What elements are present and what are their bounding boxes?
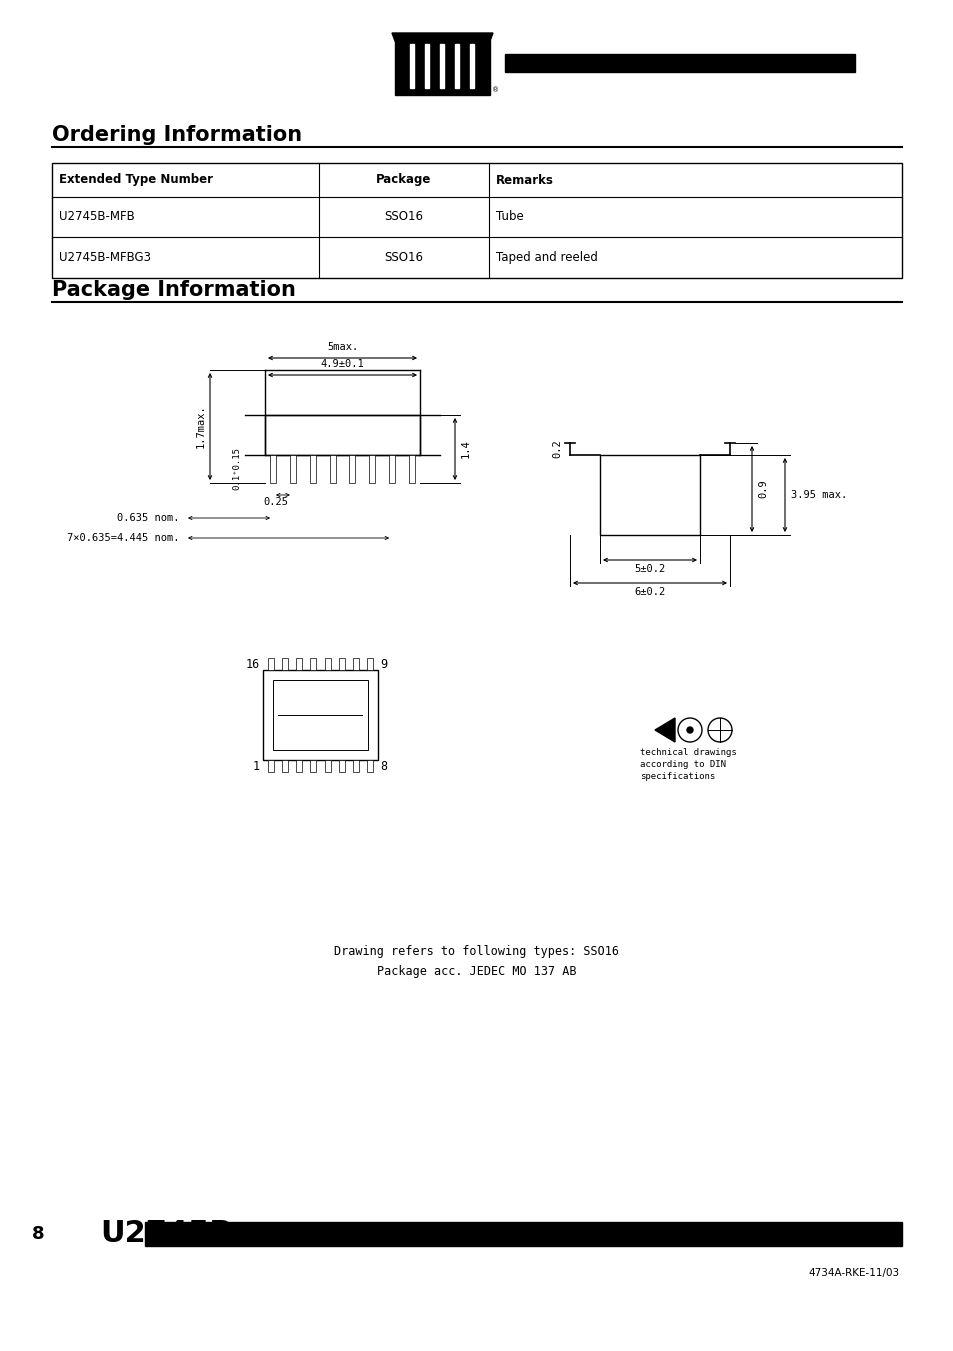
Text: 0.9: 0.9 bbox=[758, 480, 767, 499]
Text: SSO16: SSO16 bbox=[384, 211, 423, 223]
Bar bbox=[324, 658, 331, 670]
Bar bbox=[282, 658, 288, 670]
Bar bbox=[504, 54, 854, 72]
Text: 5max.: 5max. bbox=[327, 342, 357, 353]
Bar bbox=[329, 455, 335, 484]
Polygon shape bbox=[392, 32, 493, 41]
Bar bbox=[410, 45, 414, 88]
Text: 7×0.635=4.445 nom.: 7×0.635=4.445 nom. bbox=[68, 534, 180, 543]
Bar bbox=[353, 658, 358, 670]
Bar bbox=[599, 455, 700, 535]
Bar bbox=[395, 88, 490, 95]
Text: 1.4: 1.4 bbox=[460, 439, 471, 458]
Text: U2745B-MFBG3: U2745B-MFBG3 bbox=[59, 251, 151, 263]
Bar bbox=[353, 761, 358, 771]
Bar bbox=[409, 455, 415, 484]
Bar bbox=[310, 455, 315, 484]
Bar bbox=[424, 45, 429, 88]
Text: Package acc. JEDEC MO 137 AB: Package acc. JEDEC MO 137 AB bbox=[376, 965, 577, 978]
Text: 0.635 nom.: 0.635 nom. bbox=[117, 513, 180, 523]
Bar bbox=[338, 761, 344, 771]
Text: Package: Package bbox=[375, 173, 432, 186]
Text: 0.2: 0.2 bbox=[552, 439, 561, 458]
Bar bbox=[324, 761, 331, 771]
Bar bbox=[389, 455, 395, 484]
Bar bbox=[268, 658, 274, 670]
Text: Ordering Information: Ordering Information bbox=[52, 126, 302, 145]
Text: Extended Type Number: Extended Type Number bbox=[59, 173, 213, 186]
Text: Remarks: Remarks bbox=[496, 173, 554, 186]
Text: 8: 8 bbox=[32, 1225, 45, 1243]
Bar bbox=[338, 658, 344, 670]
Bar bbox=[273, 680, 368, 750]
Bar bbox=[290, 455, 295, 484]
Text: Package Information: Package Information bbox=[52, 280, 295, 300]
Text: U2745B-MFB: U2745B-MFB bbox=[59, 211, 134, 223]
Text: 5±0.2: 5±0.2 bbox=[634, 563, 665, 574]
Bar bbox=[367, 658, 373, 670]
Bar bbox=[369, 455, 375, 484]
Bar bbox=[296, 658, 302, 670]
Bar bbox=[349, 455, 355, 484]
Text: 1: 1 bbox=[253, 759, 260, 773]
Bar bbox=[455, 45, 458, 88]
Bar bbox=[296, 761, 302, 771]
Bar bbox=[395, 41, 490, 88]
Bar bbox=[145, 1223, 901, 1246]
Polygon shape bbox=[655, 717, 675, 742]
Text: U2745B: U2745B bbox=[100, 1220, 233, 1248]
Text: 3.95 max.: 3.95 max. bbox=[790, 490, 846, 500]
Bar bbox=[282, 761, 288, 771]
Bar bbox=[268, 761, 274, 771]
Bar bbox=[367, 761, 373, 771]
Text: SSO16: SSO16 bbox=[384, 251, 423, 263]
Circle shape bbox=[686, 727, 692, 734]
Text: 6±0.2: 6±0.2 bbox=[634, 586, 665, 597]
Text: 4734A-RKE-11/03: 4734A-RKE-11/03 bbox=[808, 1269, 899, 1278]
Bar bbox=[263, 670, 377, 761]
Bar bbox=[265, 415, 419, 455]
Text: ®: ® bbox=[492, 86, 498, 93]
Text: 4.9±0.1: 4.9±0.1 bbox=[320, 359, 364, 369]
Text: 0.1⁺0.15: 0.1⁺0.15 bbox=[233, 447, 241, 490]
Text: Tube: Tube bbox=[496, 211, 523, 223]
Bar bbox=[310, 658, 316, 670]
Text: 0.25: 0.25 bbox=[263, 497, 288, 507]
Text: Drawing refers to following types: SSO16: Drawing refers to following types: SSO16 bbox=[335, 944, 618, 958]
Bar bbox=[52, 163, 901, 278]
Bar bbox=[470, 45, 474, 88]
Text: 9: 9 bbox=[379, 658, 387, 670]
Text: 16: 16 bbox=[246, 658, 260, 670]
Bar bbox=[310, 761, 316, 771]
Bar bbox=[270, 455, 275, 484]
Bar bbox=[439, 45, 443, 88]
Text: 8: 8 bbox=[379, 759, 387, 773]
Text: 1.7max.: 1.7max. bbox=[195, 405, 206, 449]
Text: technical drawings
according to DIN
specifications: technical drawings according to DIN spec… bbox=[639, 748, 736, 781]
Text: Taped and reeled: Taped and reeled bbox=[496, 251, 598, 263]
